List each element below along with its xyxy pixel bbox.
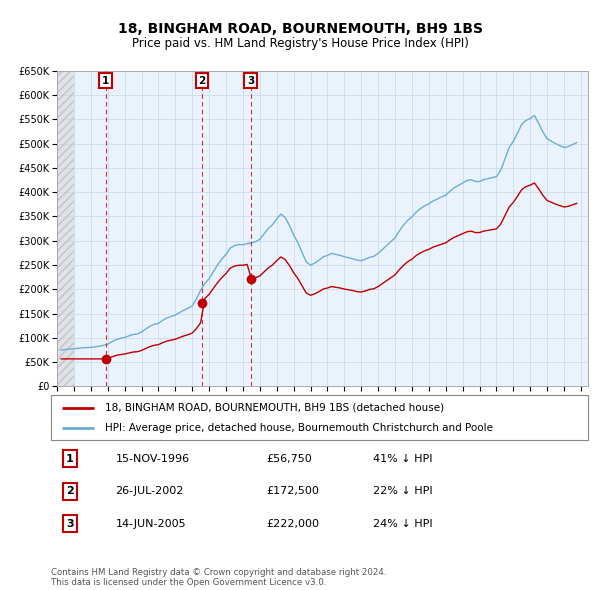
Text: 18, BINGHAM ROAD, BOURNEMOUTH, BH9 1BS (detached house): 18, BINGHAM ROAD, BOURNEMOUTH, BH9 1BS (… <box>105 403 444 412</box>
Text: 15-NOV-1996: 15-NOV-1996 <box>115 454 190 464</box>
Text: 14-JUN-2005: 14-JUN-2005 <box>115 519 186 529</box>
Text: 24% ↓ HPI: 24% ↓ HPI <box>373 519 433 529</box>
Text: Price paid vs. HM Land Registry's House Price Index (HPI): Price paid vs. HM Land Registry's House … <box>131 37 469 50</box>
FancyBboxPatch shape <box>51 395 588 440</box>
Text: 22% ↓ HPI: 22% ↓ HPI <box>373 486 433 496</box>
Bar <box>57 71 74 386</box>
Text: £172,500: £172,500 <box>266 486 319 496</box>
Text: 1: 1 <box>102 76 109 86</box>
Text: 41% ↓ HPI: 41% ↓ HPI <box>373 454 433 464</box>
Text: Contains HM Land Registry data © Crown copyright and database right 2024.
This d: Contains HM Land Registry data © Crown c… <box>51 568 386 587</box>
Text: 18, BINGHAM ROAD, BOURNEMOUTH, BH9 1BS: 18, BINGHAM ROAD, BOURNEMOUTH, BH9 1BS <box>118 22 482 37</box>
Text: 3: 3 <box>247 76 254 86</box>
Text: 2: 2 <box>66 486 74 496</box>
Text: 26-JUL-2002: 26-JUL-2002 <box>115 486 184 496</box>
Text: £56,750: £56,750 <box>266 454 311 464</box>
Text: 1: 1 <box>66 454 74 464</box>
Text: HPI: Average price, detached house, Bournemouth Christchurch and Poole: HPI: Average price, detached house, Bour… <box>105 424 493 434</box>
Text: £222,000: £222,000 <box>266 519 319 529</box>
Text: 3: 3 <box>66 519 74 529</box>
Text: 2: 2 <box>198 76 205 86</box>
